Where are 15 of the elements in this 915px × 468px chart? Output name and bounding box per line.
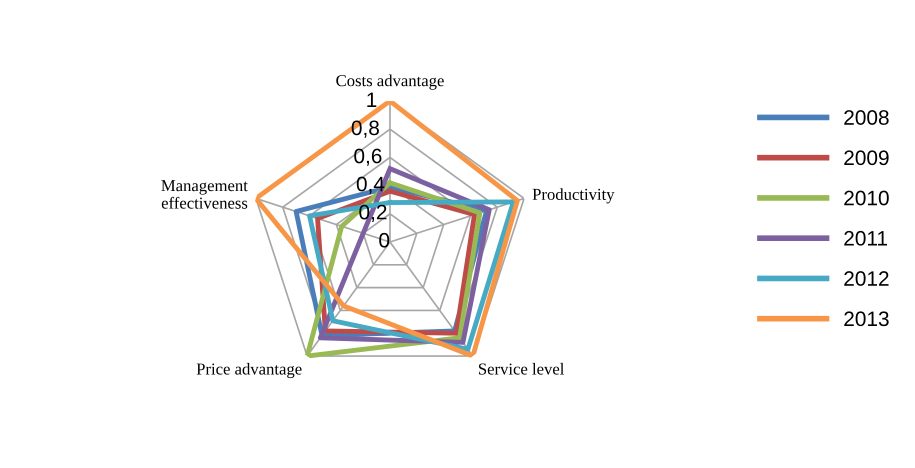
legend-label: 2010 — [844, 190, 889, 206]
legend-label: 2011 — [844, 230, 888, 246]
y-tick-label: 0,6 — [354, 148, 382, 166]
legend-label: 2013 — [844, 311, 889, 326]
spoke-label: Service level — [478, 362, 564, 375]
y-tick-label: 1 — [367, 92, 376, 107]
legend-label: 2012 — [844, 271, 889, 286]
legend-label: 2008 — [844, 110, 889, 125]
spoke-label: Management effectiveness — [161, 180, 248, 209]
y-tick-label: 0,8 — [352, 120, 379, 138]
spoke-label: Price advantage — [196, 362, 302, 378]
spoke-label: Productivity — [532, 188, 614, 204]
legend-label: 2009 — [844, 150, 889, 166]
spoke-label: Costs advantage — [336, 74, 444, 90]
y-tick-label: 0 — [379, 232, 390, 248]
